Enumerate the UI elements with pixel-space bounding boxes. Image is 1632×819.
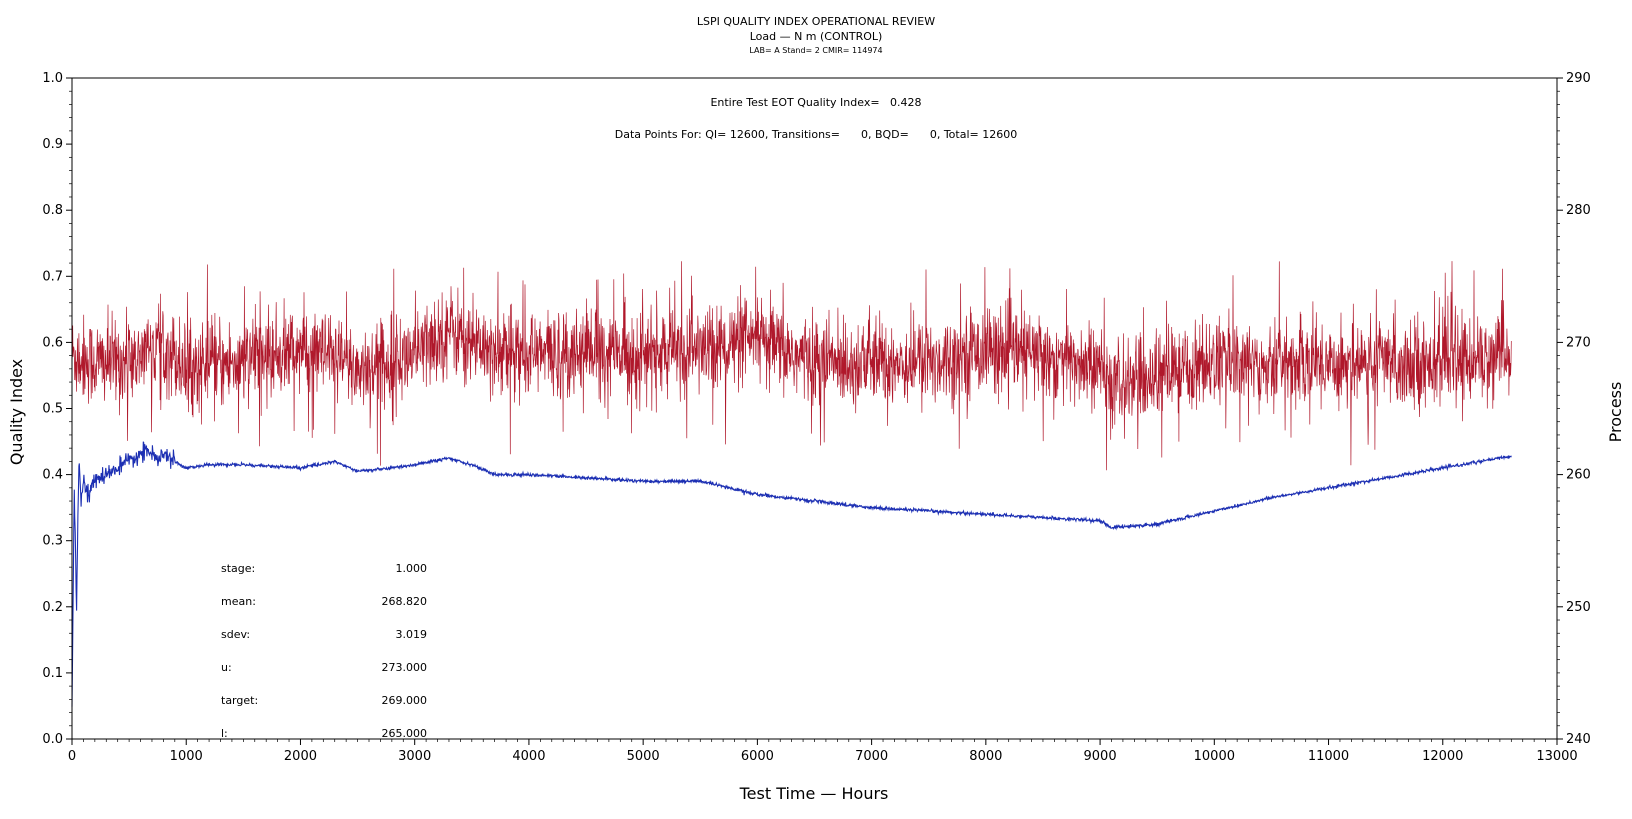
quality-index-series-line [71, 441, 1512, 707]
data-points-annotation: Data Points For: QI= 12600, Transitions=… [615, 128, 1017, 141]
x-axis-label: Test Time — Hours [739, 784, 889, 803]
y-right-tick-label: 250 [1566, 600, 1591, 615]
stat-label: target: [221, 694, 258, 707]
x-tick-label: 2000 [284, 749, 317, 764]
chart-subtitle-2: LAB= A Stand= 2 CMIR= 114974 [749, 46, 882, 55]
stat-label: u: [221, 661, 232, 674]
x-tick-label: 8000 [969, 749, 1002, 764]
y-right-tick-label: 280 [1566, 203, 1591, 218]
stat-label: sdev: [221, 628, 250, 641]
y-axis-right: 240 250 260 270 280 290 [1557, 71, 1591, 747]
y-right-tick-label: 260 [1566, 468, 1591, 483]
stat-value: 1.000 [396, 562, 428, 575]
chart-title: LSPI QUALITY INDEX OPERATIONAL REVIEW [697, 15, 935, 28]
x-tick-label: 0 [68, 749, 76, 764]
x-tick-label: 5000 [627, 749, 660, 764]
y-left-tick-label: 0.3 [42, 534, 63, 549]
stat-value: 269.000 [382, 694, 428, 707]
x-tick-label: 3000 [398, 749, 431, 764]
eot-quality-annotation: Entire Test EOT Quality Index= 0.428 [710, 96, 921, 109]
stat-label: l: [221, 727, 228, 740]
stat-label: mean: [221, 595, 256, 608]
x-tick-label: 9000 [1084, 749, 1117, 764]
stats-table: stage: 1.000 mean: 268.820 sdev: 3.019 u: 273.0… [221, 562, 427, 740]
stat-value: 3.019 [396, 628, 428, 641]
x-axis: 0 1000 2000 3000 4000 5000 6000 7000 8000 9000 100… [68, 739, 1578, 764]
x-tick-label: 11000 [1308, 749, 1349, 764]
y-left-tick-label: 0.5 [42, 402, 63, 417]
y-axis-left-label: Quality Index [7, 359, 26, 465]
stat-value: 273.000 [382, 661, 428, 674]
x-tick-label: 6000 [741, 749, 774, 764]
stat-value: 265.000 [382, 727, 428, 740]
y-left-tick-label: 0.2 [42, 600, 63, 615]
y-left-tick-label: 0.7 [42, 269, 63, 284]
y-right-tick-label: 270 [1566, 335, 1591, 350]
x-tick-label: 12000 [1422, 749, 1463, 764]
x-tick-label: 4000 [512, 749, 545, 764]
process-series-line [71, 261, 1512, 471]
y-left-tick-label: 1.0 [42, 71, 63, 86]
y-left-tick-label: 0.4 [42, 468, 63, 483]
x-tick-label: 1000 [170, 749, 203, 764]
stat-value: 268.820 [382, 595, 428, 608]
x-tick-label: 7000 [855, 749, 888, 764]
plot-series [71, 261, 1512, 707]
y-left-tick-label: 0.0 [42, 732, 63, 747]
y-left-tick-label: 0.9 [42, 137, 63, 152]
y-axis-right-label: Process [1606, 382, 1625, 443]
plot-frame [71, 77, 1558, 740]
y-left-tick-label: 0.8 [42, 203, 63, 218]
y-right-tick-label: 290 [1566, 71, 1591, 86]
chart-subtitle: Load — N m (CONTROL) [750, 30, 883, 43]
stat-label: stage: [221, 562, 255, 575]
x-tick-label: 10000 [1194, 749, 1235, 764]
x-tick-label: 13000 [1536, 749, 1577, 764]
y-axis-left: 0.0 0.1 0.2 0.3 0.4 0.5 0.6 0.7 0.8 0.9 1.0 [42, 71, 72, 747]
y-left-tick-label: 0.1 [42, 666, 63, 681]
y-right-tick-label: 240 [1566, 732, 1591, 747]
y-left-tick-label: 0.6 [42, 335, 63, 350]
